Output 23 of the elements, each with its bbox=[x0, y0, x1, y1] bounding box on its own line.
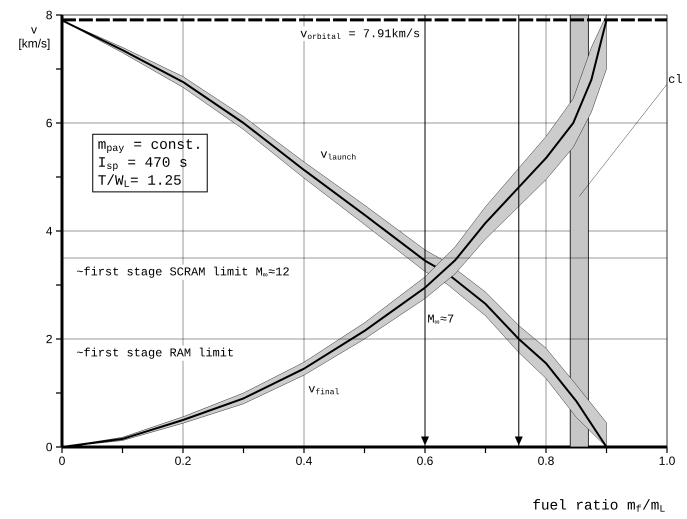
ref-line-label: v$_{orbital}$ = 7.91km/s bbox=[300, 28, 420, 40]
band-label: cl bbox=[668, 74, 682, 83]
x-axis-title: fuel ratio m$_{f}$/m$_{L}$ bbox=[533, 499, 665, 512]
ref-line-label: ~first stage SCRAM limit M$_{∞}$≈12 bbox=[76, 266, 289, 278]
y-tick-label: 4 bbox=[46, 226, 52, 236]
y-tick-label: 0 bbox=[46, 442, 52, 452]
y-tick-label: 2 bbox=[46, 334, 52, 344]
x-tick-label: 1.0 bbox=[660, 456, 675, 465]
x-tick-label: 0.6 bbox=[417, 456, 433, 465]
ref-line-label: ~first stage RAM limit bbox=[76, 348, 233, 359]
annotation: T/W$_{L}$= 1.25 bbox=[98, 174, 181, 187]
annotation: I$_{sp}$ = 470 s bbox=[99, 157, 186, 171]
x-tick-label: 0.4 bbox=[296, 456, 312, 465]
series-label: v$_{launch}$ bbox=[320, 151, 356, 160]
y-axis-title: v [km/s] bbox=[19, 27, 50, 50]
x-tick-label: 0.2 bbox=[175, 456, 191, 465]
series-label: v$_{final}$ bbox=[308, 386, 339, 394]
x-tick-label: 0 bbox=[59, 456, 65, 465]
y-tick-label: 8 bbox=[46, 10, 52, 20]
annotation: m$_{pay}$ = const. bbox=[98, 139, 199, 154]
x-tick-label: 0.8 bbox=[538, 456, 554, 465]
y-tick-label: 6 bbox=[46, 118, 52, 128]
annotation: M$_{∞}$≈7 bbox=[428, 314, 454, 324]
